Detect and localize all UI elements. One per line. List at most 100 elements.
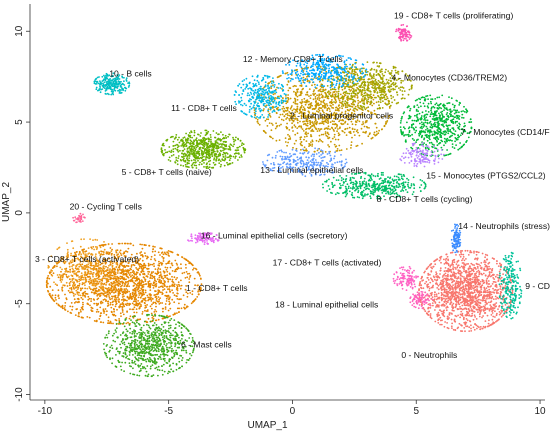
cell-point	[124, 299, 127, 302]
cell-point	[292, 130, 294, 132]
cell-point	[474, 289, 477, 291]
cell-point	[87, 266, 89, 269]
cell-point	[113, 272, 116, 275]
cell-point	[469, 277, 472, 280]
cell-point	[118, 290, 121, 293]
cell-point	[333, 136, 336, 138]
cell-point	[55, 299, 57, 301]
cell-point	[320, 122, 322, 125]
cell-point	[300, 148, 302, 151]
cell-point	[482, 325, 485, 328]
cell-point	[483, 259, 486, 262]
cell-point	[144, 289, 147, 292]
cell-point	[150, 312, 153, 315]
cell-point	[471, 281, 473, 283]
cell-point	[384, 123, 387, 125]
cell-point	[327, 95, 330, 98]
cell-point	[144, 266, 147, 269]
cell-point	[509, 278, 512, 281]
cell-point	[159, 268, 162, 271]
cell-point	[461, 290, 463, 292]
cell-point	[450, 312, 453, 315]
cell-point	[447, 327, 450, 330]
cell-point	[461, 262, 464, 264]
cell-point	[153, 258, 156, 260]
cell-point	[109, 268, 111, 270]
cell-point	[93, 291, 95, 294]
cell-point	[306, 124, 309, 127]
cell-point	[477, 295, 480, 297]
cell-point	[445, 302, 448, 305]
cell-point	[149, 305, 152, 308]
cell-point	[446, 322, 448, 324]
cell-point	[454, 293, 457, 296]
cell-point	[139, 257, 142, 260]
cell-point	[320, 140, 323, 142]
cell-point	[350, 147, 352, 149]
cell-point	[488, 265, 490, 268]
cell-point	[457, 326, 460, 329]
cell-point	[481, 252, 484, 255]
cell-point	[85, 280, 87, 282]
cell-point	[469, 295, 472, 298]
cell-point	[329, 128, 331, 131]
cell-point	[133, 298, 136, 301]
cell-point	[147, 270, 150, 273]
cell-point	[461, 330, 464, 332]
cell-point	[281, 113, 284, 116]
cell-point	[119, 305, 122, 308]
cell-point	[457, 302, 460, 305]
cell-point	[338, 127, 341, 130]
cell-point	[145, 283, 148, 285]
cell-point	[435, 275, 438, 278]
cell-point	[276, 125, 279, 127]
cell-point	[448, 269, 451, 272]
cell-point	[474, 283, 477, 286]
cell-point	[483, 269, 486, 272]
cell-point	[443, 291, 446, 294]
cell-point	[146, 310, 149, 312]
cell-point	[489, 285, 491, 288]
cell-point	[169, 266, 172, 269]
cell-point	[431, 267, 433, 270]
cell-point	[385, 78, 388, 81]
cell-point	[450, 285, 453, 288]
cell-point	[421, 280, 423, 282]
cell-point	[474, 297, 477, 300]
cell-point	[364, 91, 367, 94]
cell-point	[477, 306, 480, 309]
cell-point	[130, 279, 132, 282]
cell-point	[82, 278, 84, 281]
cell-point	[311, 121, 314, 123]
cell-point	[491, 291, 493, 294]
cell-point	[468, 326, 471, 329]
cell-point	[352, 63, 354, 66]
cell-point	[461, 259, 463, 262]
cell-point	[96, 290, 98, 293]
cell-point	[110, 306, 113, 309]
cell-point	[469, 320, 472, 323]
cell-point	[101, 301, 104, 304]
cell-point	[106, 288, 108, 291]
cell-point	[353, 134, 356, 137]
cell-point	[446, 255, 449, 258]
cell-point	[304, 103, 307, 106]
cell-point	[282, 97, 284, 100]
cell-point	[148, 296, 151, 299]
cell-point	[369, 95, 372, 97]
cell-point	[93, 265, 96, 268]
cell-point	[279, 113, 282, 116]
cell-point	[118, 279, 120, 282]
cell-point	[357, 131, 359, 134]
cell-point	[112, 280, 115, 283]
cell-point	[86, 316, 89, 318]
cell-point	[175, 270, 177, 273]
cell-point	[76, 263, 79, 266]
cell-point	[489, 301, 492, 304]
cell-point	[67, 275, 70, 278]
cell-point	[307, 132, 309, 135]
cell-point	[109, 247, 112, 249]
cell-point	[69, 268, 71, 271]
cell-point	[443, 280, 445, 283]
cell-point	[484, 307, 487, 310]
